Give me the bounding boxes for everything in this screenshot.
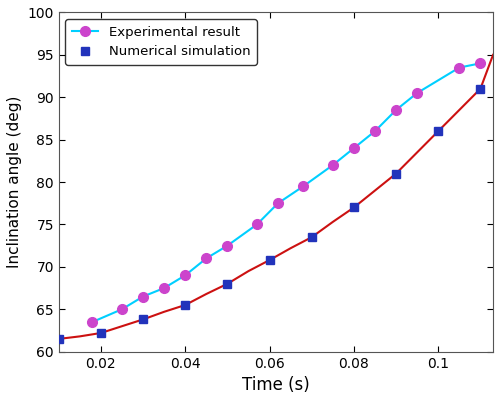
Line: Numerical simulation: Numerical simulation [54, 85, 484, 343]
Experimental result [393, 107, 399, 112]
Experimental result [275, 201, 281, 206]
Experimental result [182, 273, 188, 278]
Numerical simulation [308, 235, 314, 239]
Experimental result [204, 256, 210, 261]
Numerical simulation [56, 336, 62, 341]
Experimental result [90, 320, 96, 324]
Experimental result [140, 294, 146, 299]
Numerical simulation [478, 86, 484, 91]
Experimental result [254, 222, 260, 227]
Line: Experimental result: Experimental result [88, 59, 486, 327]
Experimental result [224, 243, 230, 248]
Numerical simulation [393, 171, 399, 176]
Experimental result [300, 184, 306, 189]
Numerical simulation [224, 282, 230, 286]
Legend: Experimental result, Numerical simulation: Experimental result, Numerical simulatio… [66, 19, 257, 65]
Experimental result [414, 91, 420, 95]
Experimental result [478, 61, 484, 66]
Experimental result [372, 129, 378, 134]
Y-axis label: Inclination angle (deg): Inclination angle (deg) [7, 96, 22, 268]
Experimental result [456, 65, 462, 70]
Numerical simulation [351, 205, 357, 210]
Numerical simulation [435, 129, 441, 134]
Experimental result [119, 307, 125, 312]
Experimental result [330, 163, 336, 168]
X-axis label: Time (s): Time (s) [242, 376, 310, 394]
Experimental result [351, 146, 357, 150]
Experimental result [161, 286, 167, 290]
Numerical simulation [98, 330, 104, 335]
Numerical simulation [140, 317, 146, 322]
Numerical simulation [266, 258, 272, 263]
Numerical simulation [182, 303, 188, 308]
